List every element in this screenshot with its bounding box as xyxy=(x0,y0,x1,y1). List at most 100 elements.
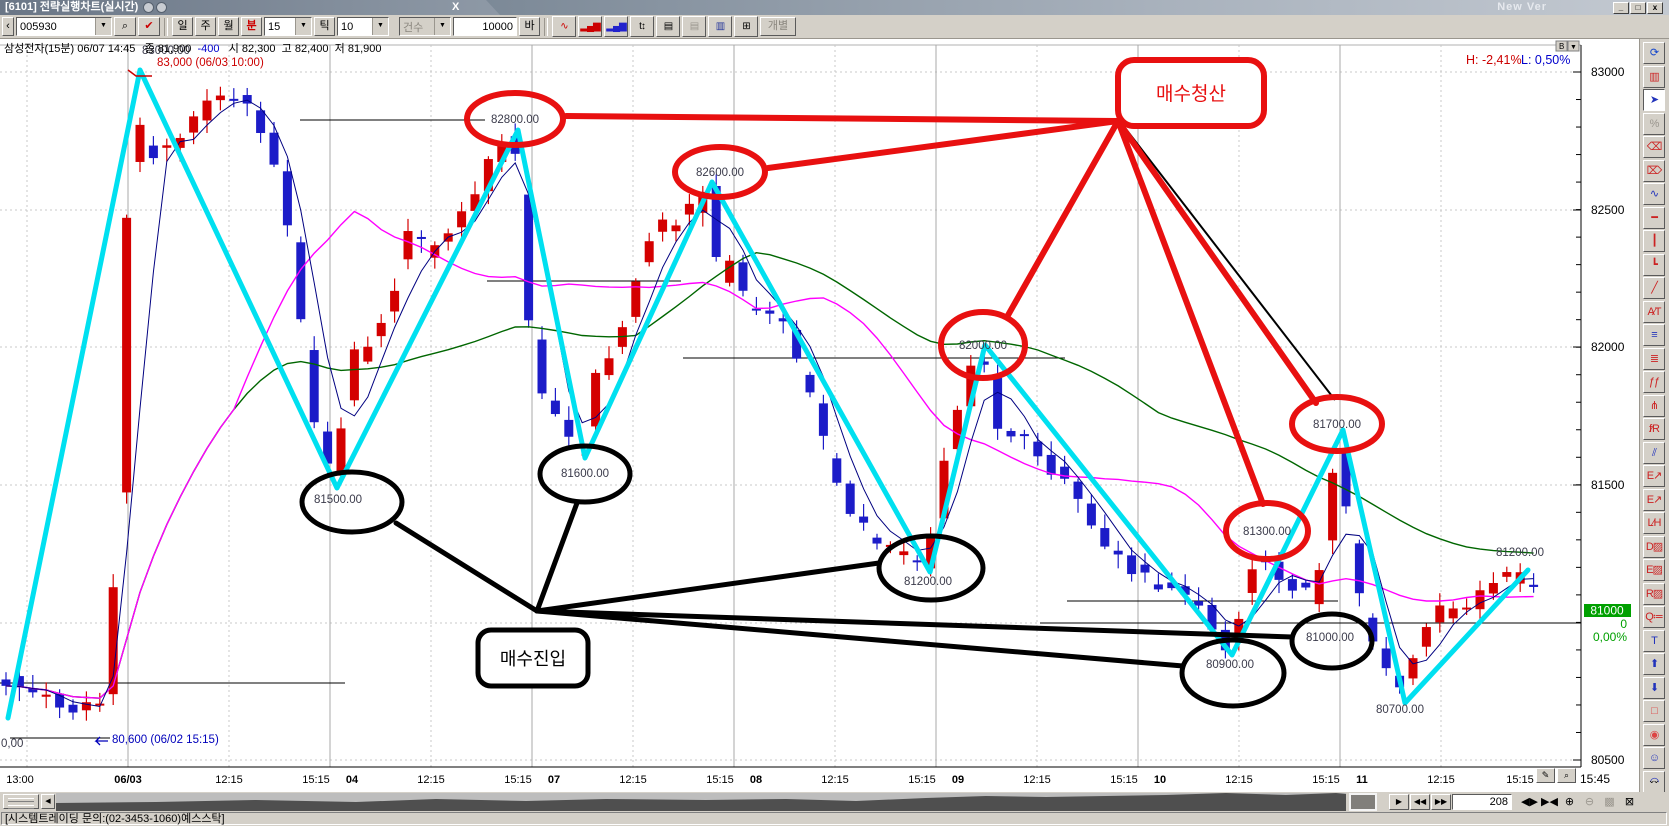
vline-tool-icon[interactable]: ┃ xyxy=(1643,230,1665,252)
chart-config-icon[interactable]: ▥ xyxy=(1643,65,1665,88)
status-message: [시스템트레이딩 문의:(02-3453-1060)예스스탁] xyxy=(1,812,1667,825)
refresh-icon[interactable]: ⟳ xyxy=(1643,42,1665,64)
svg-text:0,00%: 0,00% xyxy=(1593,630,1627,644)
smiley-marker-icon[interactable]: ☺ xyxy=(1643,747,1665,769)
symbol-value: 005930 xyxy=(20,20,57,33)
chevron-down-icon[interactable]: ▼ xyxy=(372,18,388,35)
search-button[interactable]: ⌕ xyxy=(114,17,136,36)
close-button[interactable]: x xyxy=(1647,2,1663,14)
splitter-grip[interactable] xyxy=(3,794,39,809)
price-plot[interactable]: 83000 82500 82000 81500 80500 13:00 06/03 12:15… xyxy=(0,39,1640,792)
volume-minimap[interactable] xyxy=(56,793,1377,811)
fr-icon[interactable]: f⁄R xyxy=(1643,418,1665,440)
svg-text:H: -2,41%: H: -2,41% xyxy=(1466,53,1522,67)
bar-button[interactable]: 바 xyxy=(519,17,540,36)
svg-text:80900.00: 80900.00 xyxy=(1206,659,1254,671)
hline-tool-icon[interactable]: ━ xyxy=(1643,206,1665,229)
scroll-row: ◀ ▶◀◀▶▶ ◀▶▶◀ ⊕ ⊖ ▩ ⊠ xyxy=(0,792,1669,812)
mini-chart-icon[interactable]: ∿ xyxy=(1643,183,1665,205)
tick-value: 10 xyxy=(341,20,354,33)
favorite-mark-button[interactable]: ✔ xyxy=(138,17,160,36)
signal-chart-icon[interactable]: ∿ xyxy=(552,16,576,37)
session-end-time: 15:45 xyxy=(1580,772,1611,786)
pencil-icon: ✎ xyxy=(1541,770,1550,780)
svg-text:81200.00: 81200.00 xyxy=(904,576,952,588)
copy-doc-icon[interactable]: ▤ xyxy=(656,16,680,37)
erase-all-icon[interactable]: ⌦ xyxy=(1643,159,1665,182)
period-tick-button[interactable]: 틱 xyxy=(314,17,335,36)
arc-marker-icon[interactable]: ◠ xyxy=(1643,770,1665,793)
chevron-down-icon[interactable]: ▼ xyxy=(295,18,311,35)
minute-combobox[interactable]: 15 ▼ xyxy=(264,17,312,36)
e-hatch-icon[interactable]: E▨ xyxy=(1643,559,1665,581)
svg-text:15:15: 15:15 xyxy=(504,774,532,786)
arrow-down-icon[interactable]: ⬇ xyxy=(1643,676,1665,699)
fan-icon[interactable]: ⋔ xyxy=(1643,394,1665,417)
svg-text:15:15: 15:15 xyxy=(908,774,936,786)
nav-fwd-fast-button[interactable]: ▶▶ xyxy=(1431,794,1451,810)
ewave1-icon[interactable]: E↗ xyxy=(1643,465,1665,487)
pointer-icon[interactable]: ➤ xyxy=(1643,89,1665,111)
zoom-search-button[interactable]: ⌕ xyxy=(1557,768,1576,783)
d-hatch-icon[interactable]: D▨ xyxy=(1643,535,1665,558)
period-month-button[interactable]: 월 xyxy=(218,17,239,36)
quote-list-icon[interactable]: Q≔ xyxy=(1643,606,1665,628)
search-icon: ⌕ xyxy=(1563,770,1570,780)
svg-text:81300.00: 81300.00 xyxy=(1243,526,1291,538)
viewport-handle[interactable] xyxy=(1349,793,1377,811)
tab-close-icon[interactable]: X xyxy=(452,1,460,13)
ewave2-icon[interactable]: E↗ xyxy=(1643,488,1665,511)
svg-text:10: 10 xyxy=(1154,774,1166,786)
tick-combobox[interactable]: 10 ▼ xyxy=(337,17,389,36)
svg-text:83,000 (06/03 10:00): 83,000 (06/03 10:00) xyxy=(157,57,264,69)
r-hatch-icon[interactable]: R▨ xyxy=(1643,582,1665,605)
symbol-combobox[interactable]: 005930 ▼ xyxy=(16,17,112,36)
draw-edit-button[interactable]: ✎ xyxy=(1536,768,1555,783)
svg-text:04: 04 xyxy=(346,774,359,786)
circle-marker-icon[interactable]: ◉ xyxy=(1643,723,1665,746)
text-tool-icon[interactable]: T xyxy=(1643,629,1665,652)
period-week-button[interactable]: 주 xyxy=(195,17,216,36)
trend-line-icon[interactable]: ╱ xyxy=(1643,277,1665,299)
map-scroll-left-button[interactable]: ◀ xyxy=(41,794,55,809)
red-bars-icon[interactable]: ▂▄▆ xyxy=(578,16,602,37)
report-icon[interactable]: ▥ xyxy=(708,16,732,37)
svg-text:82000: 82000 xyxy=(1591,340,1625,354)
fib-icon[interactable]: ≣ xyxy=(1643,347,1665,370)
svg-text:15:15: 15:15 xyxy=(1110,774,1138,786)
svg-text:07: 07 xyxy=(548,774,560,786)
chevron-down-icon[interactable]: ▼ xyxy=(95,18,111,35)
maximize-button[interactable]: □ xyxy=(1630,2,1646,14)
svg-text:0,00: 0,00 xyxy=(1,738,23,750)
nav-next-button[interactable]: ▶ xyxy=(1389,794,1409,810)
arrow-up-icon[interactable]: ⬆ xyxy=(1643,653,1665,675)
close-box-icon[interactable]: ⊠ xyxy=(1624,796,1635,808)
square-marker-icon[interactable]: □ xyxy=(1643,700,1665,722)
collapse-h-icon[interactable]: ▶◀ xyxy=(1541,796,1558,808)
fcurve-icon[interactable]: ƒƒ xyxy=(1643,371,1665,393)
parallel-icon[interactable]: ⫽ xyxy=(1643,441,1665,464)
minimize-button[interactable]: _ xyxy=(1613,2,1629,14)
levels-icon[interactable]: ≡ xyxy=(1643,324,1665,346)
scroll-left-button[interactable]: ‹ xyxy=(2,17,14,36)
svg-text:83000.00: 83000.00 xyxy=(142,45,190,57)
chart-area[interactable]: 삼성전자(15분) 06/07 14:45 종 81,900 -400 시 82… xyxy=(0,39,1640,792)
link-icon xyxy=(156,1,168,13)
svg-text:12:15: 12:15 xyxy=(821,774,849,786)
grid-icon[interactable]: ⊞ xyxy=(734,16,758,37)
lh-icon[interactable]: L⁄H xyxy=(1643,512,1665,534)
more-tools-chevron-icon[interactable]: ⌄⌄ xyxy=(1648,775,1660,785)
visible-bar-count-input[interactable] xyxy=(1452,794,1512,810)
crosshair-icon[interactable]: ⊕ xyxy=(1564,796,1575,808)
erase-one-icon[interactable]: ⌫ xyxy=(1643,136,1665,158)
expand-h-icon[interactable]: ◀▶ xyxy=(1521,796,1538,808)
period-minute-button[interactable]: 분 xyxy=(241,17,262,36)
blue-bars-icon[interactable]: ▂▄▆ xyxy=(604,16,628,37)
text-at-icon[interactable]: A⁄T xyxy=(1643,300,1665,323)
period-day-button[interactable]: 일 xyxy=(172,17,193,36)
step-line-icon[interactable]: ┗ xyxy=(1643,253,1665,276)
sort-updown-icon[interactable]: t↕ xyxy=(630,16,654,37)
window-title-tab[interactable]: [6101] 전략실행차트(실시간) X xyxy=(0,0,500,15)
nav-back-fast-button[interactable]: ◀◀ xyxy=(1410,794,1430,810)
bar-count-input[interactable] xyxy=(453,17,517,36)
